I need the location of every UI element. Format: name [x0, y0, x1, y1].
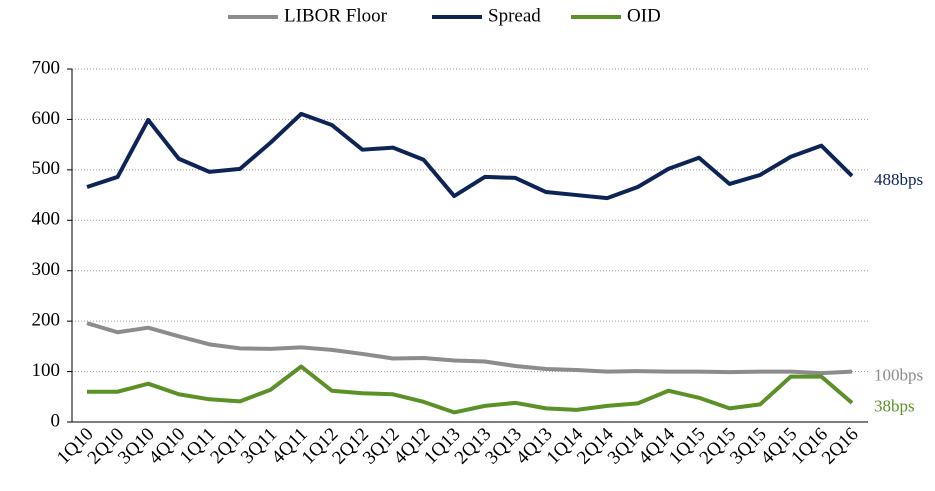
y-tick-label: 300	[32, 259, 61, 280]
y-tick-label: 600	[32, 108, 61, 129]
series-line	[86, 321, 853, 376]
end-label: 100bps	[874, 365, 923, 384]
y-tick-label: 200	[32, 310, 61, 331]
end-label: 488bps	[874, 170, 923, 189]
end-label: 38bps	[874, 397, 915, 416]
y-tick-label: 400	[32, 209, 61, 230]
legend-label: Spread	[488, 5, 541, 26]
legend-label: OID	[627, 5, 661, 26]
y-tick-label: 100	[32, 360, 61, 381]
x-tick-label: 2Q16	[818, 424, 863, 469]
y-tick-label: 500	[32, 158, 61, 179]
y-tick-label: 0	[51, 410, 61, 431]
series-line	[87, 364, 854, 415]
y-tick-label: 700	[32, 57, 61, 78]
series-line	[86, 111, 854, 201]
legend-label: LIBOR Floor	[284, 5, 388, 26]
